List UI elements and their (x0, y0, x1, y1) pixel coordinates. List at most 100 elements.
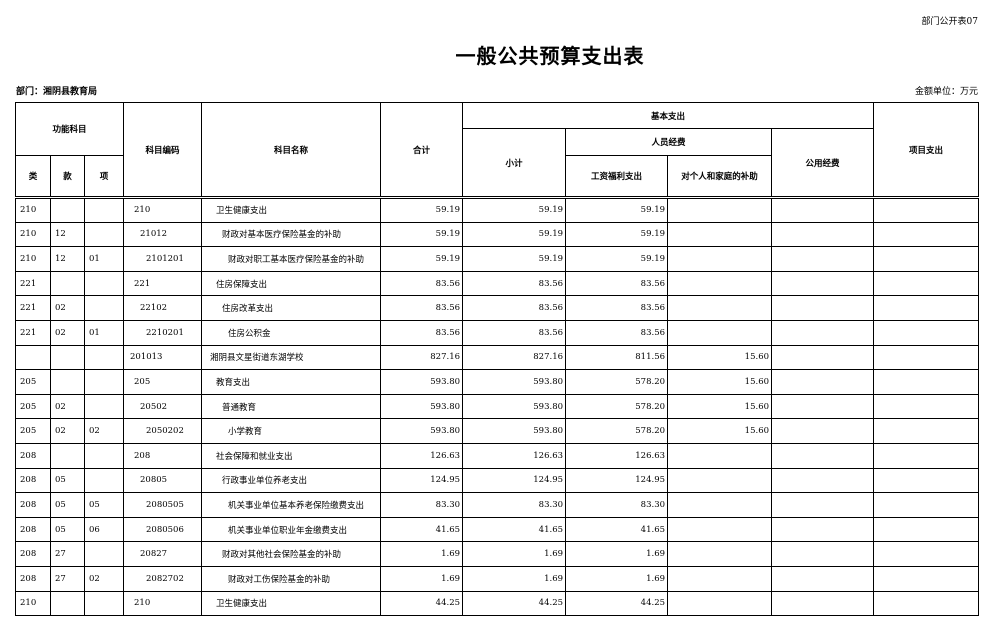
table-cell: 财政对基本医疗保险基金的补助 (201, 221, 382, 248)
table-cell: 21012 (123, 221, 203, 248)
header-cell: 人员经费 (565, 128, 773, 156)
table-cell: 208 (15, 442, 51, 469)
header-cell: 小计 (462, 128, 567, 198)
table-cell: 41.65 (565, 516, 669, 543)
table-cell (83, 196, 125, 223)
table-cell: 2101201 (123, 246, 203, 272)
table-cell: 208 (123, 442, 203, 469)
table-cell: 05 (50, 516, 85, 543)
table-cell (50, 344, 85, 371)
table-cell (50, 369, 85, 395)
header-cell: 科目编码 (123, 102, 203, 198)
table-cell: 02 (83, 565, 125, 592)
table-row: 208 27 02 2082702 财政对工伤保险基金的补助 1.69 1.69 1.69 (15, 565, 980, 592)
table-cell: 教育支出 (201, 369, 382, 395)
table-cell (83, 221, 125, 248)
table-cell: 15.60 (667, 369, 773, 395)
table-cell: 02 (83, 418, 125, 444)
table-cell (667, 221, 773, 248)
table-cell (771, 418, 875, 444)
table-cell: 41.65 (462, 516, 567, 543)
table-cell (83, 369, 125, 395)
table-row: 210 12 21012 财政对基本医疗保险基金的补助 59.19 59.19 59.19 (15, 221, 980, 248)
table-cell: 210 (123, 590, 203, 617)
table-cell: 02 (50, 319, 85, 346)
table-cell: 208 (15, 541, 51, 567)
table-cell (50, 196, 85, 223)
table-cell (667, 246, 773, 272)
table-cell (771, 344, 875, 371)
table-cell (771, 492, 875, 518)
table-cell: 2082702 (123, 565, 203, 592)
table-cell (771, 295, 875, 321)
table-cell: 205 (123, 369, 203, 395)
header-cell: 功能科目 (14, 102, 125, 156)
table-cell (83, 590, 125, 617)
unit: 金额单位：万元 (914, 87, 978, 97)
table-cell: 221 (15, 270, 51, 297)
table-cell: 221 (15, 319, 51, 346)
table-cell: 83.56 (565, 270, 669, 297)
table-cell: 210 (123, 196, 203, 223)
table-cell (50, 270, 85, 297)
table-cell (667, 541, 773, 567)
table-cell (873, 344, 980, 371)
table-cell: 27 (50, 541, 85, 567)
header-cell: 项目支出 (873, 102, 980, 198)
table-cell (873, 516, 980, 543)
table-cell: 20805 (123, 467, 203, 494)
table-cell: 208 (15, 516, 51, 543)
table-cell: 1.69 (462, 541, 567, 567)
table-cell: 02 (50, 295, 85, 321)
table-cell: 59.19 (462, 246, 567, 272)
table-cell (771, 369, 875, 395)
table-cell: 05 (50, 492, 85, 518)
table-cell: 02 (50, 393, 85, 420)
table-cell (667, 467, 773, 494)
table-cell (667, 270, 773, 297)
table-cell (667, 442, 773, 469)
table-row: 208 05 06 2080506 机关事业单位职业年金缴费支出 41.65 41.65 41… (15, 516, 980, 543)
table-cell (667, 492, 773, 518)
table-row: 205 02 20502 普通教育 593.80 593.80 578.20 15.60 (15, 393, 980, 420)
table-cell: 59.19 (462, 221, 567, 248)
table-cell: 83.30 (462, 492, 567, 518)
table-cell: 124.95 (462, 467, 567, 494)
table-row: 205 02 02 2050202 小学教育 593.80 593.80 578.20 15.6… (15, 418, 980, 444)
header-cell: 类 (15, 155, 51, 198)
table-cell (873, 369, 980, 395)
table-cell: 行政事业单位养老支出 (201, 467, 382, 494)
table-cell (771, 590, 875, 617)
table-cell: 201013 (123, 344, 203, 371)
table-cell: 湘阴县文星街道东湖学校 (201, 344, 382, 371)
table-cell (873, 442, 980, 469)
table-cell: 住房保障支出 (201, 270, 382, 297)
table-cell: 01 (83, 246, 125, 272)
table-cell: 59.19 (565, 221, 669, 248)
table-cell: 财政对职工基本医疗保险基金的补助 (201, 246, 382, 272)
table-cell (771, 319, 875, 346)
table-cell: 财政对工伤保险基金的补助 (201, 565, 382, 592)
table-cell (873, 565, 980, 592)
table-cell (771, 541, 875, 567)
table-cell: 02 (50, 418, 85, 444)
table-cell (873, 393, 980, 420)
table-cell: 机关事业单位基本养老保险缴费支出 (201, 492, 382, 518)
table-cell (83, 344, 125, 371)
table-cell (667, 516, 773, 543)
table-cell: 1.69 (565, 565, 669, 592)
table-cell: 210 (15, 196, 51, 223)
form-number: 部门公开表07 (921, 17, 978, 27)
table-cell: 124.95 (380, 467, 464, 494)
table-cell: 20502 (123, 393, 203, 420)
table-cell: 205 (15, 418, 51, 444)
table-cell: 1.69 (462, 565, 567, 592)
table-cell: 126.63 (462, 442, 567, 469)
table-cell: 财政对其他社会保险基金的补助 (201, 541, 382, 567)
table-cell: 普通教育 (201, 393, 382, 420)
table-cell (771, 246, 875, 272)
table-cell: 208 (15, 467, 51, 494)
table-cell (771, 516, 875, 543)
table-cell (873, 270, 980, 297)
